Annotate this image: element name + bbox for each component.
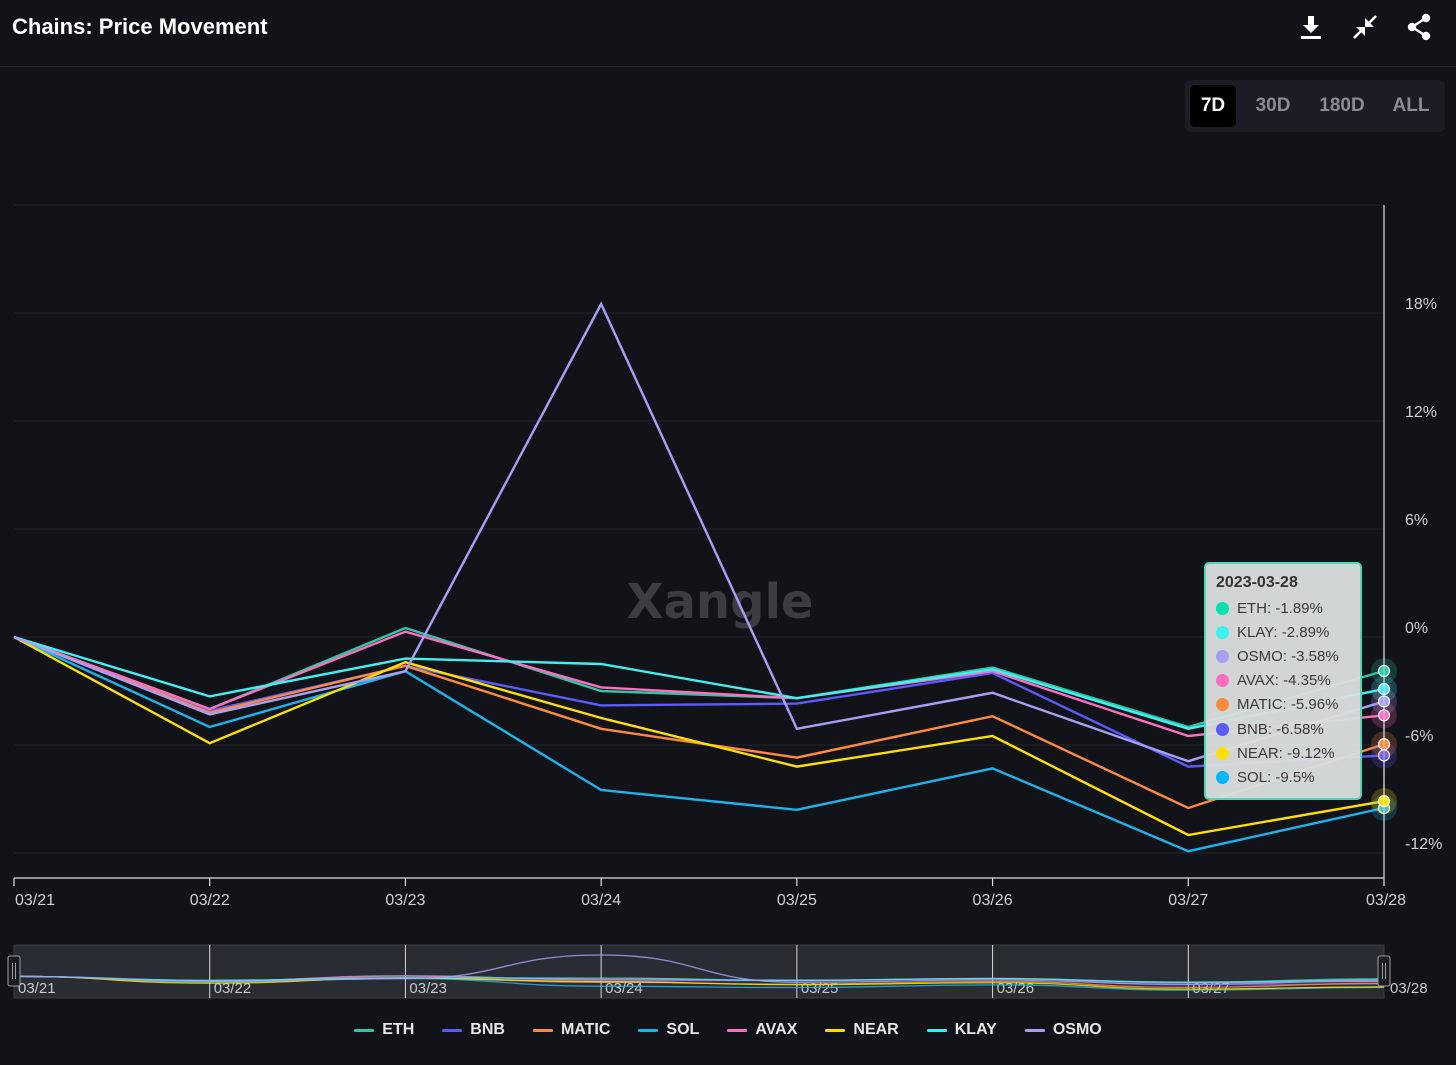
- legend-swatch: [727, 1028, 748, 1032]
- range-button-180d[interactable]: 180D: [1319, 95, 1365, 116]
- share-icon[interactable]: [1404, 12, 1434, 42]
- chart-header: Chains: Price Movement: [0, 0, 1456, 67]
- y-tick-label: 18%: [1405, 296, 1437, 313]
- legend-label: BNB: [470, 1021, 505, 1038]
- series-line-matic[interactable]: [13, 635, 1385, 810]
- legend-item-near[interactable]: NEAR: [825, 1021, 899, 1039]
- tooltip-row: AVAX: -4.35%: [1216, 669, 1350, 693]
- legend-swatch: [532, 1028, 553, 1032]
- tooltip-series-dot: [1216, 722, 1229, 736]
- chart-legend: ETH BNB MATIC SOL AVAX NEAR KLAY OSMO: [0, 1015, 1456, 1045]
- tooltip-series-dot: [1216, 770, 1229, 784]
- x-tick-label: 03/25: [777, 892, 817, 909]
- navigator-handle-left[interactable]: [7, 955, 21, 987]
- navigator-series-sol: [13, 975, 1385, 991]
- legend-item-sol[interactable]: SOL: [638, 1021, 699, 1039]
- y-tick-label: 6%: [1405, 512, 1428, 529]
- x-tick-label: 03/21: [15, 892, 55, 909]
- navigator-tick-label: 03/28: [1390, 980, 1428, 997]
- legend-item-osmo[interactable]: OSMO: [1024, 1021, 1102, 1039]
- tooltip-series-dot: [1216, 698, 1229, 712]
- navigator-tick-label: 03/21: [18, 980, 56, 997]
- legend-item-matic[interactable]: MATIC: [532, 1021, 611, 1039]
- x-tick-label: 03/26: [973, 892, 1013, 909]
- y-tick-label: -12%: [1405, 836, 1442, 853]
- range-button-7d[interactable]: 7D: [1190, 85, 1236, 127]
- tooltip-series-dot: [1216, 625, 1229, 639]
- chart-tooltip: 2023-03-28 ETH: -1.89% KLAY: -2.89% OSMO: …: [1204, 562, 1362, 800]
- tooltip-row: ETH: -1.89%: [1216, 596, 1350, 620]
- legend-label: MATIC: [560, 1021, 611, 1038]
- tooltip-row-label: AVAX: -4.35%: [1237, 672, 1331, 690]
- tooltip-series-dot: [1216, 649, 1229, 663]
- navigator-series-near: [13, 975, 1385, 990]
- x-tick-label: 03/24: [581, 892, 621, 909]
- tooltip-row-label: ETH: -1.89%: [1237, 599, 1323, 617]
- legend-item-avax[interactable]: AVAX: [727, 1021, 797, 1039]
- legend-label: SOL: [666, 1021, 700, 1038]
- navigator-series-klay: [13, 975, 1385, 983]
- legend-label: AVAX: [755, 1021, 798, 1038]
- tooltip-row: NEAR: -9.12%: [1216, 741, 1350, 765]
- price-movement-chart: 18% 12% 6% 0% -6% -12% 03/21 03/22 03/23 03/24 03/…: [7, 204, 1442, 999]
- legend-swatch: [354, 1028, 375, 1032]
- legend-swatch: [926, 1028, 947, 1032]
- page-title: Chains: Price Movement: [12, 14, 268, 39]
- tooltip-row-label: OSMO: -3.58%: [1237, 647, 1339, 665]
- series-line-near[interactable]: [13, 635, 1385, 837]
- tooltip-date: 2023-03-28: [1216, 574, 1298, 591]
- tooltip-series-dot: [1216, 601, 1229, 615]
- x-tick-label: 03/23: [385, 892, 425, 909]
- legend-swatch: [825, 1028, 846, 1032]
- legend-swatch: [1024, 1028, 1045, 1032]
- time-range-selector: 7D 30D 180D ALL: [1185, 80, 1445, 132]
- navigator-tick-label: 03/22: [214, 980, 252, 997]
- y-tick-label: -6%: [1405, 728, 1433, 745]
- legend-label: ETH: [382, 1021, 415, 1038]
- download-icon[interactable]: [1296, 12, 1326, 42]
- navigator-series-osmo: [13, 954, 1385, 986]
- x-tick-label: 03/22: [190, 892, 230, 909]
- range-button-all[interactable]: ALL: [1392, 95, 1430, 116]
- tooltip-row: MATIC: -5.96%: [1216, 693, 1350, 717]
- legend-item-bnb[interactable]: BNB: [442, 1021, 505, 1039]
- tooltip-row-label: SOL: -9.5%: [1237, 768, 1315, 786]
- navigator-handle-right[interactable]: [1377, 955, 1391, 987]
- legend-swatch: [638, 1028, 659, 1032]
- tooltip-series-dot: [1216, 746, 1229, 760]
- series-line-sol[interactable]: [13, 635, 1385, 853]
- series-line-klay[interactable]: [13, 635, 1385, 731]
- y-tick-label: 0%: [1405, 620, 1428, 637]
- tooltip-row: OSMO: -3.58%: [1216, 644, 1350, 668]
- y-tick-label: 12%: [1405, 404, 1437, 421]
- navigator-tick-label: 03/24: [605, 980, 643, 997]
- legend-label: NEAR: [853, 1021, 899, 1038]
- tooltip-row-label: MATIC: -5.96%: [1237, 696, 1339, 714]
- legend-label: KLAY: [954, 1021, 997, 1038]
- series-line-avax[interactable]: [13, 630, 1385, 738]
- tooltip-series-dot: [1216, 674, 1229, 688]
- range-button-30d[interactable]: 30D: [1255, 95, 1291, 116]
- series-line-bnb[interactable]: [13, 635, 1385, 768]
- legend-item-klay[interactable]: KLAY: [926, 1021, 997, 1039]
- x-tick-label: 03/28: [1366, 892, 1406, 909]
- legend-label: OSMO: [1052, 1021, 1102, 1038]
- tooltip-row: BNB: -6.58%: [1216, 717, 1350, 741]
- tooltip-row-label: BNB: -6.58%: [1237, 720, 1324, 738]
- watermark-text: Xangle: [627, 574, 814, 630]
- tooltip-row: SOL: -9.5%: [1216, 765, 1350, 789]
- tooltip-row: KLAY: -2.89%: [1216, 620, 1350, 644]
- tooltip-row-label: KLAY: -2.89%: [1237, 623, 1330, 641]
- series-line-osmo[interactable]: [13, 301, 1385, 763]
- x-tick-label: 03/27: [1168, 892, 1208, 909]
- navigator-tick-label: 03/23: [409, 980, 447, 997]
- legend-item-eth[interactable]: ETH: [354, 1021, 414, 1039]
- collapse-icon[interactable]: [1350, 12, 1380, 42]
- legend-swatch: [442, 1028, 463, 1032]
- tooltip-row-label: NEAR: -9.12%: [1237, 744, 1335, 762]
